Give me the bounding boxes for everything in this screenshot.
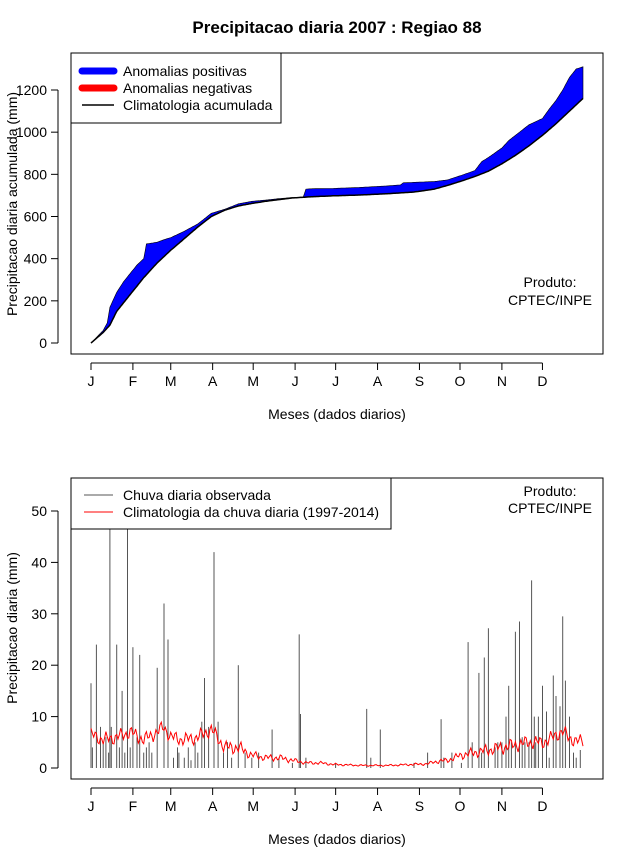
climatology-daily-line	[90, 720, 584, 767]
y-axis-label: Precipitacao diaria (mm)	[4, 552, 20, 704]
x-tick-label: M	[165, 373, 177, 389]
legend-box	[70, 477, 392, 530]
climatology-daily-layer	[90, 720, 584, 767]
y-tick-label: 600	[24, 209, 48, 225]
x-tick-label: A	[208, 798, 218, 814]
product-label: Produto:	[524, 274, 577, 290]
y-tick-label: 200	[24, 293, 48, 309]
daily-panel: J F M A M J J A S O N D 0 10 20 30 40 50 Meses (dados di…	[4, 477, 604, 847]
x-tick-label: S	[415, 798, 424, 814]
x-tick-label: J	[292, 373, 299, 389]
x-tick-label: O	[455, 798, 466, 814]
x-tick-label: J	[332, 798, 339, 814]
x-tick-label: N	[497, 373, 507, 389]
x-tick-label: J	[292, 798, 299, 814]
legend: Chuva diaria observada Climatologia da c…	[70, 477, 392, 530]
plot-frame	[70, 52, 604, 355]
y-tick-label: 10	[31, 709, 47, 725]
product-source: CPTEC/INPE	[508, 500, 592, 516]
x-tick-label: F	[129, 373, 138, 389]
accumulated-panel: J F M A M J J A S O N D 0 200 400 600 800 1000 1200 Meses…	[4, 52, 604, 422]
y-tick-label: 800	[24, 166, 48, 182]
y-tick-label: 20	[31, 657, 47, 673]
x-tick-label: O	[455, 373, 466, 389]
climatology-cumulative-line	[90, 97, 584, 344]
x-tick-label: M	[247, 798, 259, 814]
x-axis-label: Meses (dados diarios)	[268, 406, 406, 422]
x-tick-label: M	[247, 373, 259, 389]
y-tick-label: 400	[24, 251, 48, 267]
x-tick-label: F	[129, 798, 138, 814]
x-tick-label: J	[88, 798, 95, 814]
y-tick-label: 40	[31, 554, 47, 570]
x-tick-label: A	[373, 798, 383, 814]
x-tick-label: M	[165, 798, 177, 814]
product-source: CPTEC/INPE	[508, 292, 592, 308]
x-axis-label: Meses (dados diarios)	[268, 831, 406, 847]
y-tick-label: 0	[39, 760, 47, 776]
y-tick-label: 1000	[16, 124, 47, 140]
x-tick-label: A	[208, 373, 218, 389]
x-tick-label: D	[537, 373, 547, 389]
x-tick-label: A	[373, 373, 383, 389]
legend-label-climatology: Climatologia acumulada	[123, 97, 273, 113]
x-tick-label: J	[88, 373, 95, 389]
legend-label-negative: Anomalias negativas	[123, 80, 252, 96]
y-axis: 0 10 20 30 40 50	[31, 503, 59, 776]
x-tick-label: J	[332, 373, 339, 389]
legend: Anomalias positivas Anomalias negativas …	[70, 52, 282, 124]
observed-spikes-layer	[90, 526, 581, 768]
y-axis: 0 200 400 600 800 1000 1200	[16, 82, 59, 351]
climatology-line-layer	[90, 97, 584, 344]
y-tick-label: 1200	[16, 82, 47, 98]
y-tick-label: 0	[39, 335, 47, 351]
x-tick-label: N	[497, 798, 507, 814]
x-tick-label: S	[415, 373, 424, 389]
legend-label-positive: Anomalias positivas	[123, 63, 247, 79]
product-label: Produto:	[524, 483, 577, 499]
legend-label-observed: Chuva diaria observada	[123, 487, 271, 503]
legend-label-climatology: Climatologia da chuva diaria (1997-2014)	[123, 504, 379, 520]
chart-title: Precipitacao diaria 2007 : Regiao 88	[192, 18, 481, 37]
y-axis-label: Precipitacao diaria acumulada (mm)	[4, 92, 20, 316]
y-tick-label: 30	[31, 606, 47, 622]
x-tick-label: D	[537, 798, 547, 814]
y-tick-label: 50	[31, 503, 47, 519]
